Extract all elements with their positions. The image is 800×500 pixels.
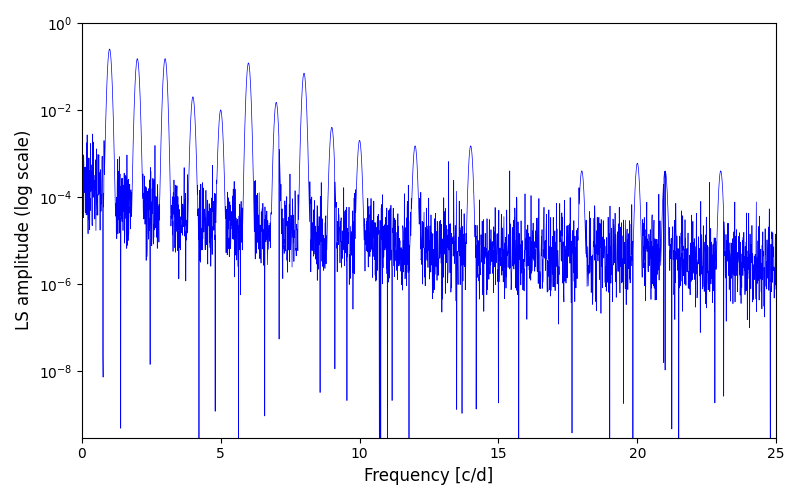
X-axis label: Frequency [c/d]: Frequency [c/d] bbox=[364, 467, 494, 485]
Y-axis label: LS amplitude (log scale): LS amplitude (log scale) bbox=[15, 130, 33, 330]
